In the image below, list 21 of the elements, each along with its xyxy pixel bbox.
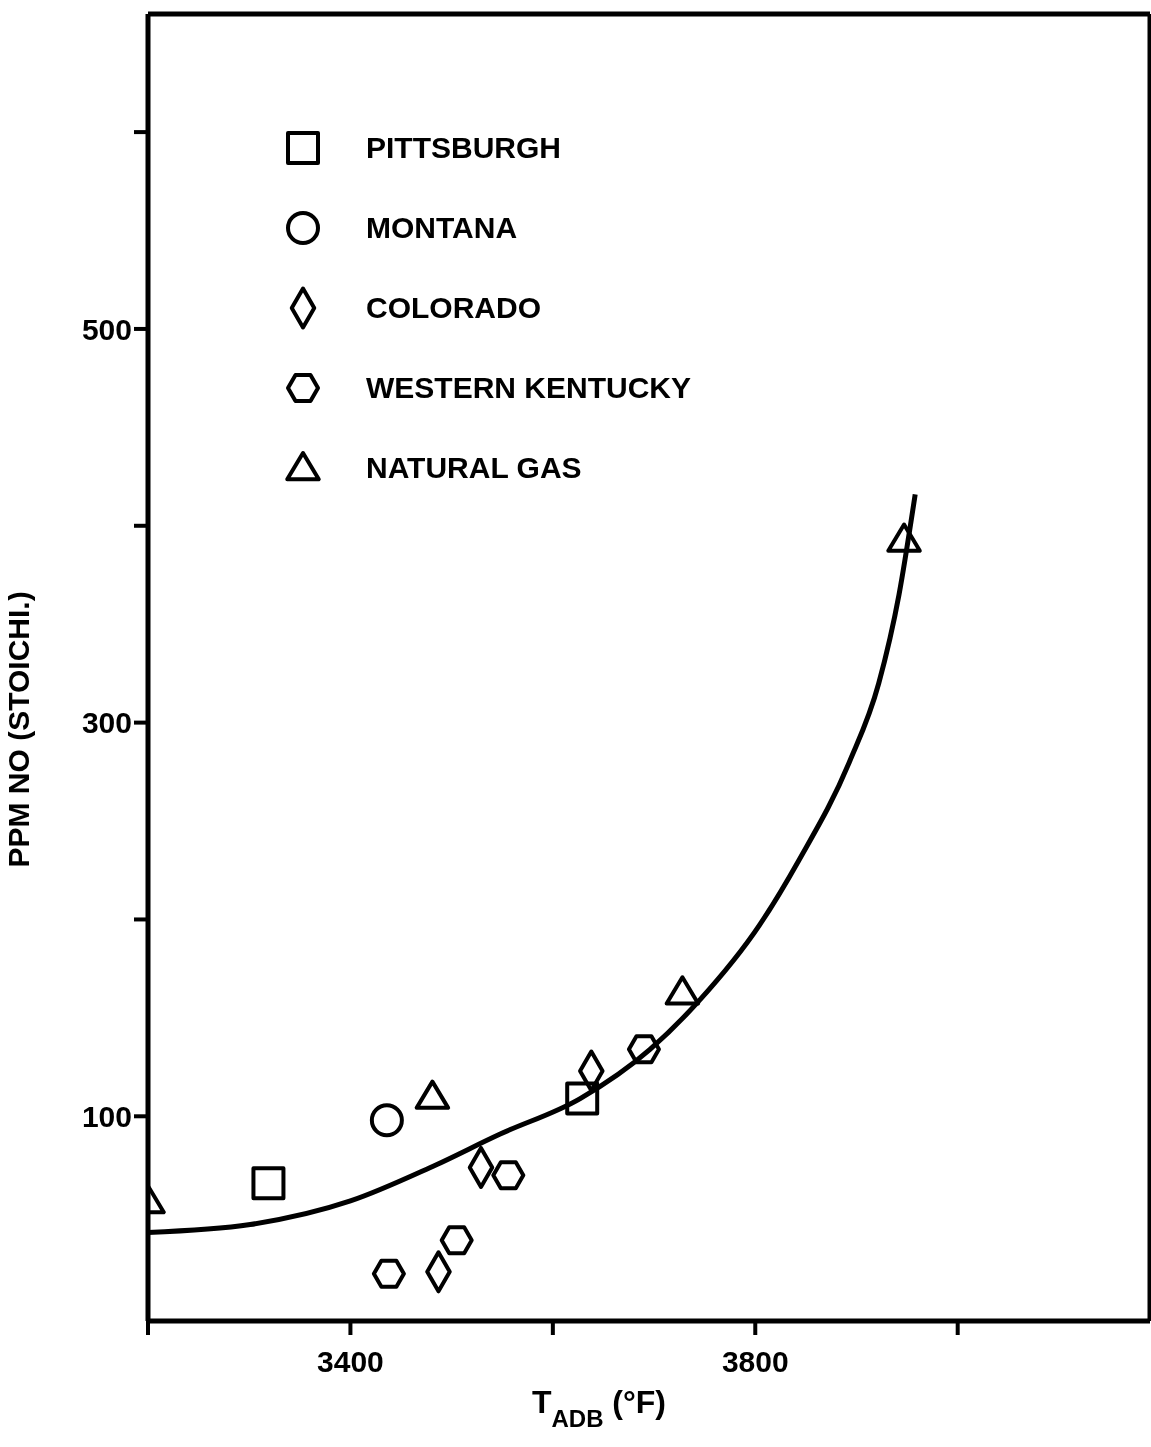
x-axis-title: T$_{ADB}$ (°F) — [531, 1384, 667, 1432]
point — [626, 1034, 661, 1065]
point — [565, 1081, 600, 1116]
x-tick-label: 3400 — [317, 1345, 384, 1379]
legend-label: WESTERN KENTUCKY — [366, 371, 692, 405]
legend-label: COLORADO — [366, 291, 541, 325]
legend-label: PITTSBURGH — [366, 131, 561, 165]
legend-label: MONTANA — [366, 211, 518, 245]
point — [371, 1258, 406, 1289]
point — [369, 1103, 404, 1138]
point — [886, 522, 922, 553]
legend-label: NATURAL GAS — [366, 451, 582, 485]
x-tick-label: 3800 — [721, 1345, 789, 1379]
y-tick-label: 500 — [81, 312, 132, 346]
point — [491, 1160, 526, 1191]
y-tick-label: 100 — [81, 1099, 132, 1133]
point — [251, 1166, 286, 1201]
y-tick-label: 300 — [81, 706, 132, 740]
point — [439, 1225, 474, 1256]
point — [414, 1079, 451, 1110]
point — [664, 975, 701, 1006]
